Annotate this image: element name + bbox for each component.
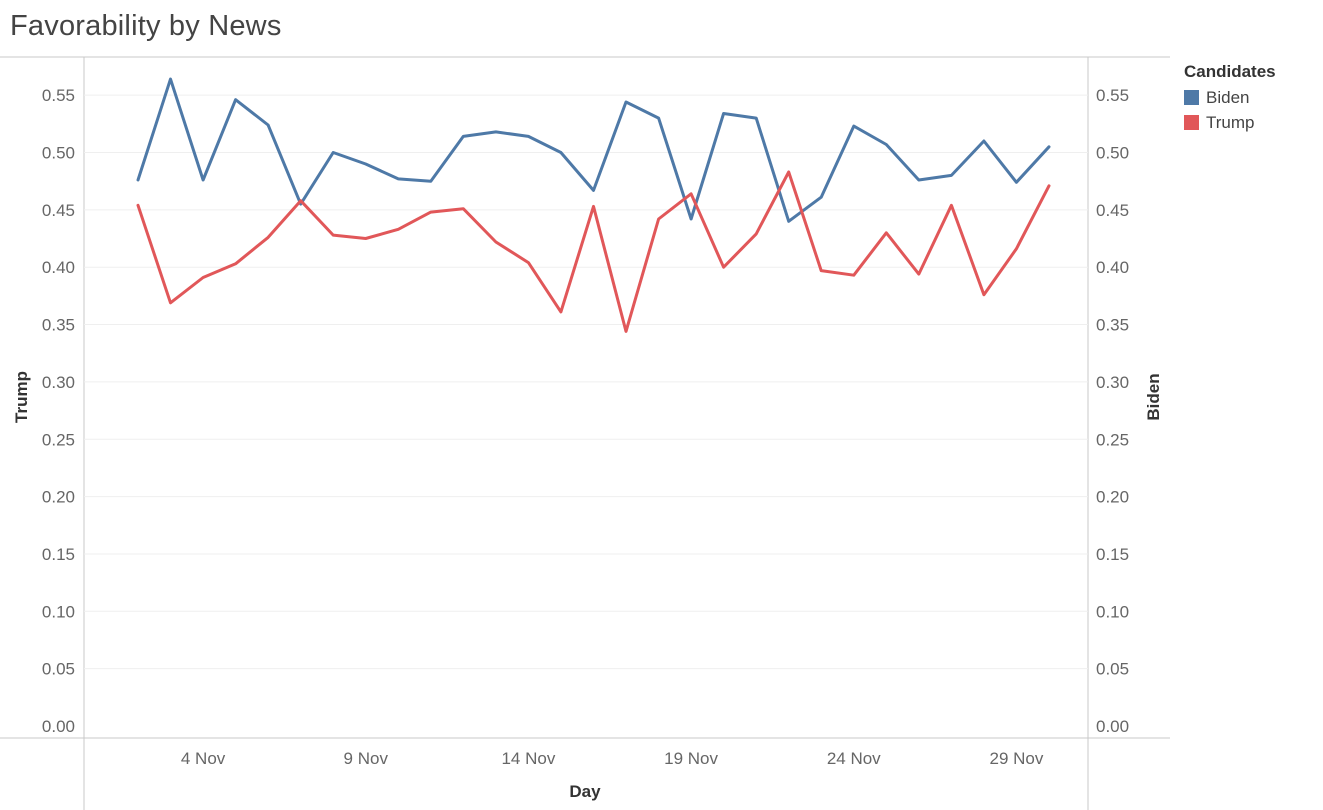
y-axis-right-ticks: 0.00 0.05 0.10 0.15 0.20 0.25 0.30 0.35 0.40 0.45… [1096,86,1129,736]
y-tick-left: 0.25 [42,430,75,449]
y-tick-right: 0.15 [1096,545,1129,564]
legend-label-biden: Biden [1206,87,1250,107]
legend-swatch-trump [1184,115,1199,130]
y-tick-right: 0.50 [1096,144,1129,163]
y-tick-right: 0.10 [1096,602,1129,621]
y-tick-right: 0.25 [1096,430,1129,449]
y-tick-right: 0.05 [1096,660,1129,679]
y-tick-right: 0.00 [1096,717,1129,736]
y-tick-left: 0.30 [42,373,75,392]
legend: Candidates Biden Trump [1184,62,1276,135]
y-tick-left: 0.10 [42,602,75,621]
legend-item-biden[interactable]: Biden [1184,85,1276,110]
y-axis-right-title: Biden [1144,373,1163,420]
x-tick: 29 Nov [989,749,1043,768]
x-axis-ticks: 4 Nov 9 Nov 14 Nov 19 Nov 24 Nov 29 Nov [181,749,1044,768]
x-tick: 24 Nov [827,749,881,768]
y-axis-left-ticks: 0.00 0.05 0.10 0.15 0.20 0.25 0.30 0.35 0.40 0.45… [42,86,75,736]
y-tick-left: 0.35 [42,316,75,335]
x-axis-title: Day [569,782,601,801]
gridlines [84,94,1088,670]
legend-swatch-biden [1184,90,1199,105]
series-line-biden [136,77,1051,223]
x-tick: 14 Nov [501,749,555,768]
y-tick-left: 0.50 [42,144,75,163]
y-axis-left-title: Trump [12,371,31,423]
y-tick-left: 0.20 [42,488,75,507]
y-tick-left: 0.45 [42,201,75,220]
chart-frame [0,56,1170,810]
y-tick-left: 0.00 [42,717,75,736]
series-lines [136,77,1051,333]
x-tick: 4 Nov [181,749,226,768]
x-tick: 9 Nov [344,749,389,768]
y-tick-right: 0.35 [1096,316,1129,335]
y-tick-right: 0.20 [1096,488,1129,507]
y-tick-right: 0.55 [1096,86,1129,105]
y-tick-right: 0.45 [1096,201,1129,220]
legend-item-trump[interactable]: Trump [1184,110,1276,135]
series-line-trump [136,170,1051,333]
y-tick-right: 0.30 [1096,373,1129,392]
y-tick-left: 0.15 [42,545,75,564]
y-tick-right: 0.40 [1096,258,1129,277]
chart-title: Favorability by News [10,10,282,42]
y-tick-left: 0.55 [42,86,75,105]
y-tick-left: 0.05 [42,660,75,679]
legend-title: Candidates [1184,62,1276,81]
x-tick: 19 Nov [664,749,718,768]
legend-label-trump: Trump [1206,112,1255,132]
y-tick-left: 0.40 [42,258,75,277]
